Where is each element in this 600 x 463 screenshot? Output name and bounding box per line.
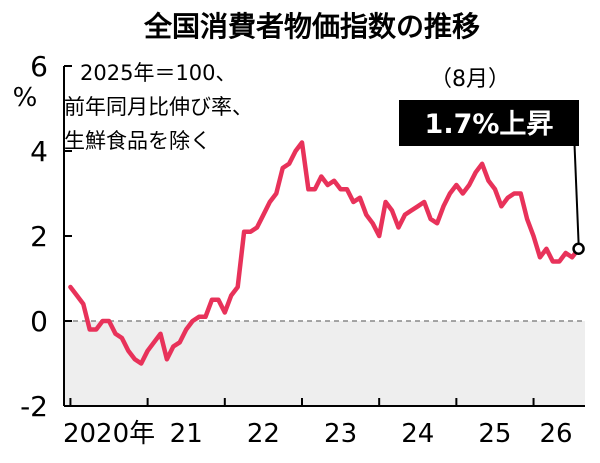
note-yoy: 前年同月比伸び率、 — [64, 95, 253, 119]
note-base: 2025年＝100、 — [80, 61, 237, 85]
negative-region-fill — [64, 321, 585, 406]
x-tick-label: 23 — [324, 419, 357, 449]
x-tick-label: 24 — [401, 419, 434, 449]
callout-pointer — [573, 145, 580, 243]
y-ticks: 6 4 2 0 -2 — [20, 50, 72, 423]
x-tick-label: 21 — [170, 419, 203, 449]
chart-title: 全国消費者物価指数の推移 — [143, 10, 480, 43]
y-tick-label: -2 — [20, 390, 48, 423]
y-tick-label: 4 — [30, 135, 48, 168]
x-tick-label: 26 — [540, 419, 573, 449]
x-tick-label: 22 — [247, 419, 280, 449]
last-point-marker — [572, 242, 585, 255]
y-tick-label: 0 — [30, 305, 48, 338]
y-tick-label: 6 — [30, 50, 48, 83]
note-exclusion: 生鮮食品を除く — [64, 129, 211, 153]
x-ticks: 2020年 21 22 23 24 25 26 — [63, 398, 573, 449]
y-axis-unit: % — [13, 83, 38, 113]
callout-box — [399, 100, 579, 146]
x-tick-label: 25 — [478, 419, 511, 449]
y-tick-label: 2 — [30, 220, 48, 253]
month-label: （8月） — [430, 67, 510, 92]
x-tick-label: 2020年 — [63, 419, 155, 449]
callout-text: 1.7%上昇 — [425, 109, 554, 140]
series-line-cpi — [68, 140, 581, 366]
chart-notes: 2025年＝100、 前年同月比伸び率、 生鮮食品を除く — [64, 61, 253, 153]
